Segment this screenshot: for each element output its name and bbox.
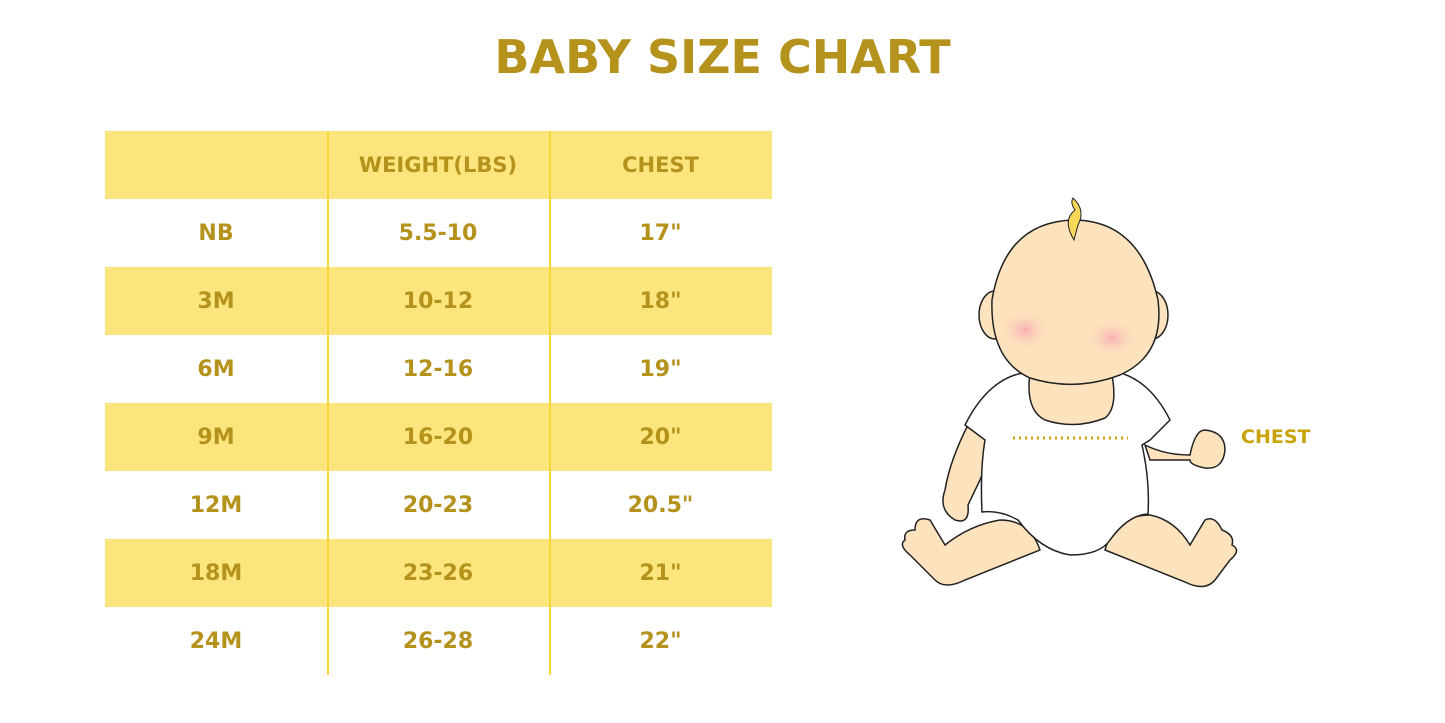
- header-chest: CHEST: [622, 153, 699, 177]
- size-cell: 12M: [189, 492, 243, 518]
- blush-right: [1084, 316, 1140, 360]
- blush-left: [997, 308, 1053, 352]
- weight-cell: 20-23: [402, 492, 474, 518]
- chest-label: CHEST: [1241, 426, 1311, 448]
- table-row: 9M 16-20 20": [105, 403, 772, 471]
- column-divider: [549, 131, 551, 675]
- hair-curl-icon: [1067, 197, 1082, 242]
- table-row: 3M 10-12 18": [105, 267, 772, 335]
- chest-cell: 21": [639, 560, 682, 586]
- chest-cell: 19": [639, 356, 682, 382]
- header-weight: WEIGHT(LBS): [358, 153, 518, 177]
- chest-cell: 22": [639, 628, 682, 654]
- weight-cell: 5.5-10: [398, 220, 478, 246]
- size-cell: 6M: [197, 356, 235, 382]
- baby-illustration: [901, 197, 1238, 588]
- page-title: BABY SIZE CHART: [494, 30, 951, 84]
- table-header-row: WEIGHT(LBS) CHEST: [105, 131, 772, 199]
- table-row: NB 5.5-10 17": [105, 199, 772, 267]
- table-row: 6M 12-16 19": [105, 335, 772, 403]
- weight-cell: 23-26: [402, 560, 474, 586]
- size-cell: 9M: [197, 424, 235, 450]
- size-cell: 3M: [197, 288, 235, 314]
- table-row: 24M 26-28 22": [105, 607, 772, 675]
- chest-cell: 18": [639, 288, 682, 314]
- weight-cell: 12-16: [402, 356, 474, 382]
- size-cell: 18M: [189, 560, 243, 586]
- size-cell: 24M: [189, 628, 243, 654]
- table-row: 12M 20-23 20.5": [105, 471, 772, 539]
- weight-cell: 10-12: [402, 288, 474, 314]
- chest-cell: 20": [639, 424, 682, 450]
- chest-cell: 20.5": [627, 492, 694, 518]
- header-size: [105, 131, 327, 199]
- column-divider: [327, 131, 329, 675]
- weight-cell: 16-20: [402, 424, 474, 450]
- size-table: WEIGHT(LBS) CHEST NB 5.5-10 17" 3M 10-12…: [105, 131, 772, 675]
- table-row: 18M 23-26 21": [105, 539, 772, 607]
- size-cell: NB: [198, 220, 234, 246]
- weight-cell: 26-28: [402, 628, 474, 654]
- chest-cell: 17": [639, 220, 682, 246]
